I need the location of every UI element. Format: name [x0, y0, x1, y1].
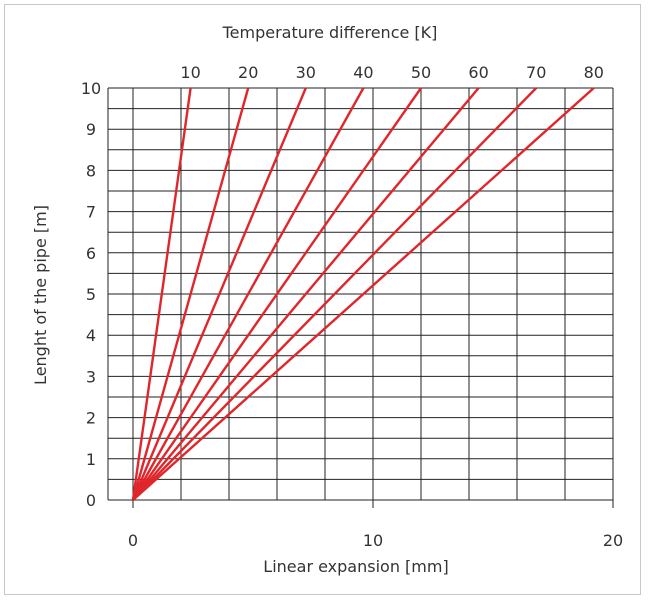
series-line-50 — [132, 87, 422, 501]
chart-frame — [4, 4, 641, 595]
temperature-label-60: 60 — [468, 63, 488, 82]
y-tick-label: 2 — [86, 409, 96, 428]
temperature-labels: 10 20 30 40 50 60 70 80 — [180, 63, 604, 82]
y-tick-label: 3 — [86, 367, 96, 386]
y-tick-label: 4 — [86, 326, 96, 345]
series-line-20 — [131, 87, 250, 501]
y-tick-label: 0 — [86, 491, 96, 510]
series-line-40 — [131, 87, 365, 501]
top-axis-title: Temperature difference [K] — [222, 23, 438, 42]
y-tick-label: 7 — [86, 203, 96, 222]
x-tick-label: 10 — [363, 531, 383, 550]
temperature-label-50: 50 — [411, 63, 431, 82]
temperature-label-40: 40 — [353, 63, 373, 82]
y-tick-label: 10 — [81, 79, 101, 98]
temperature-label-80: 80 — [584, 63, 604, 82]
y-tick-label: 8 — [86, 161, 96, 180]
temperature-label-10: 10 — [180, 63, 200, 82]
series-line-30 — [131, 87, 307, 501]
series-line-80 — [132, 87, 595, 501]
y-tick-label: 5 — [86, 285, 96, 304]
temperature-label-70: 70 — [526, 63, 546, 82]
x-tick-label: 20 — [603, 531, 623, 550]
series-lines — [131, 87, 595, 501]
y-axis-title: Lenght of the pipe [m] — [31, 205, 50, 385]
temperature-label-20: 20 — [238, 63, 258, 82]
series-line-10 — [131, 87, 192, 501]
x-axis-title: Linear expansion [mm] — [263, 557, 448, 576]
y-tick-label: 1 — [86, 450, 96, 469]
y-tick-label: 6 — [86, 244, 96, 263]
tick-labels: 0 1 2 3 4 5 6 7 8 9 10 0 10 20 — [81, 79, 623, 550]
y-tick-label: 9 — [86, 120, 96, 139]
x-tick-label: 0 — [128, 531, 138, 550]
series-line-60 — [132, 87, 480, 501]
temperature-label-30: 30 — [296, 63, 316, 82]
series-line-70 — [132, 87, 538, 501]
